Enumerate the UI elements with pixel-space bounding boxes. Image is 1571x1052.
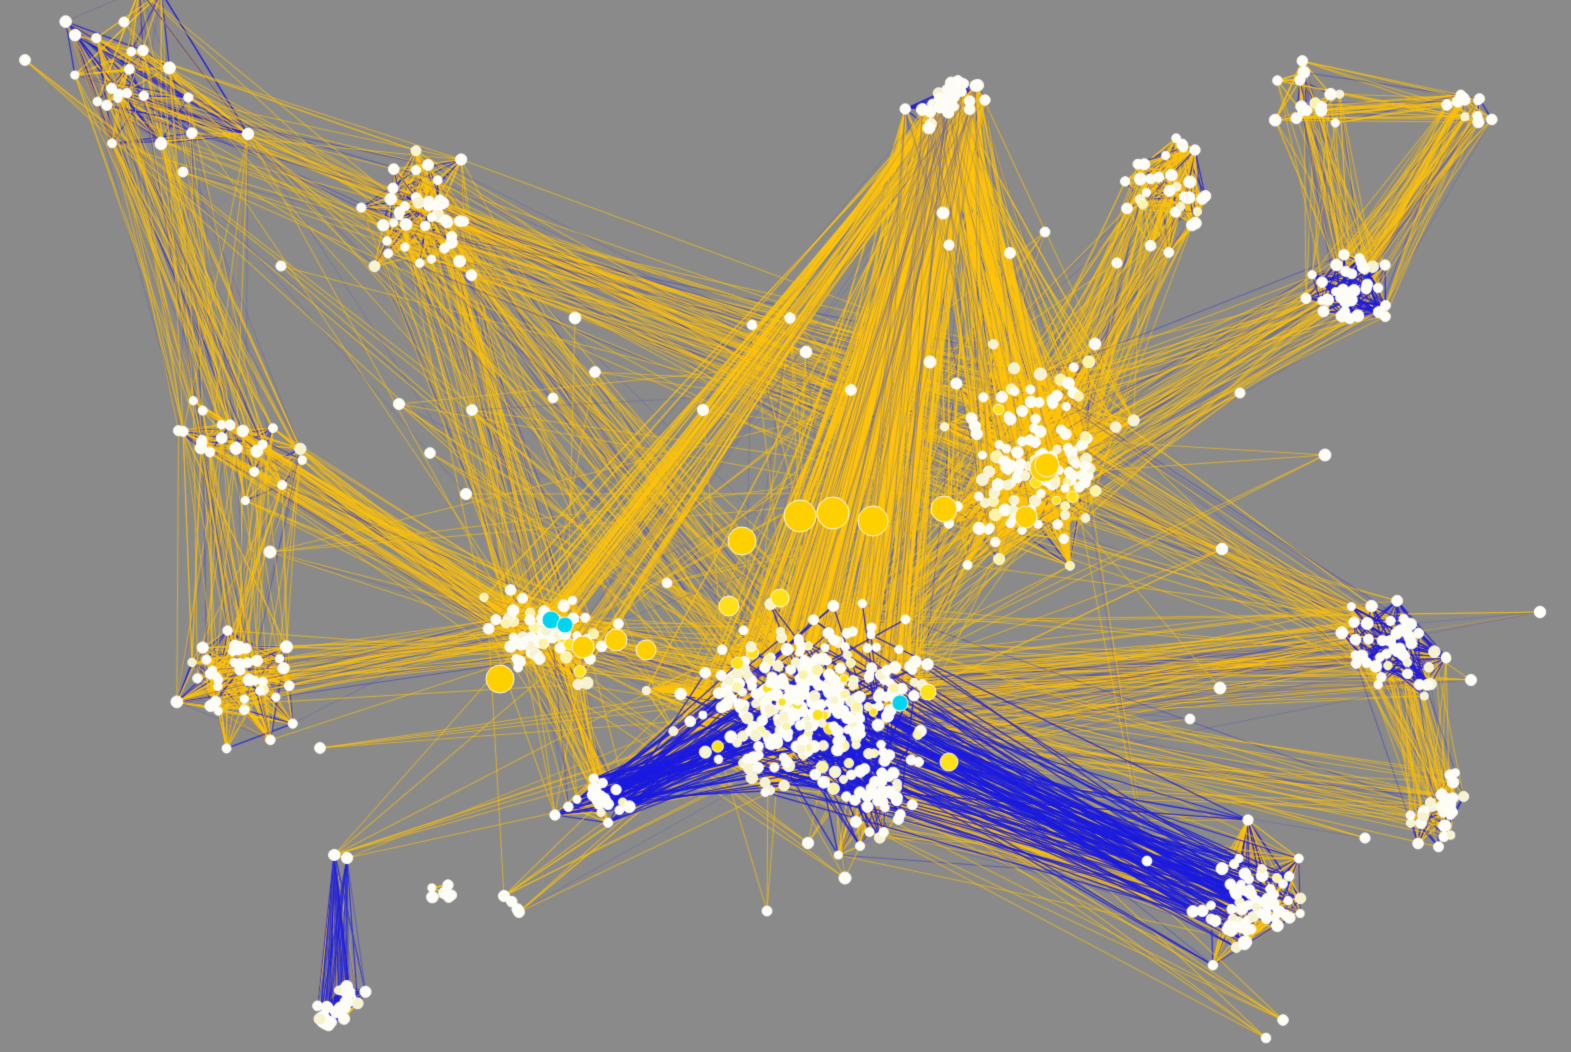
network-graph-canvas[interactable]: [0, 0, 1571, 1052]
network-graph-visualization: Force-directed network graph Nodes color…: [0, 0, 1571, 1052]
